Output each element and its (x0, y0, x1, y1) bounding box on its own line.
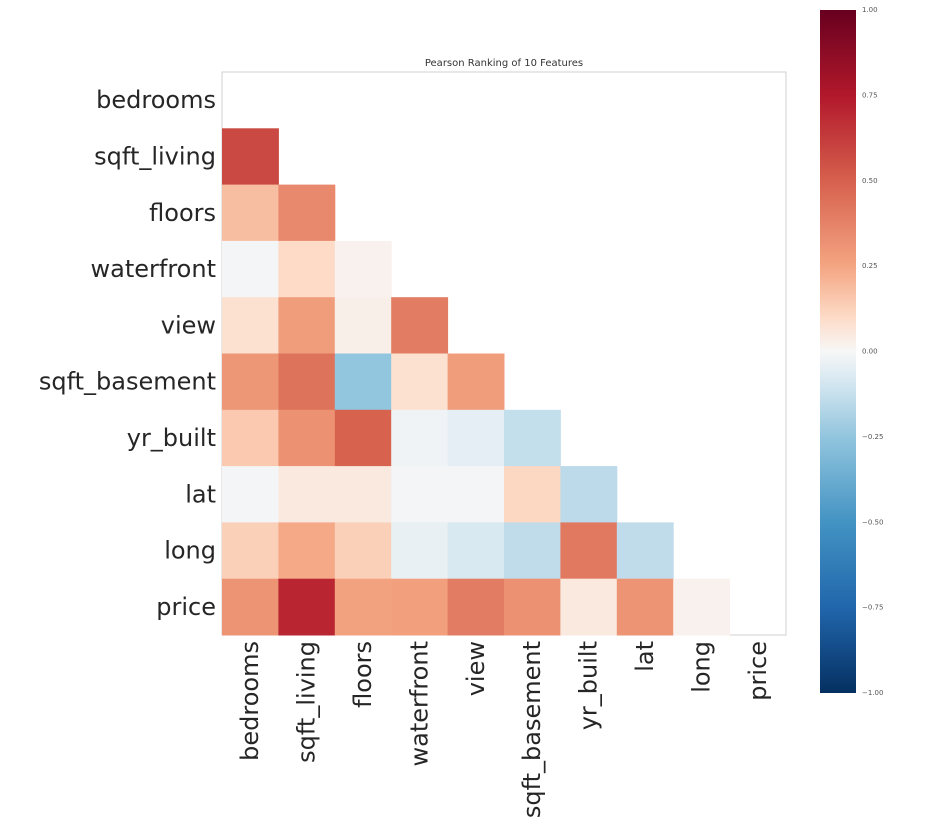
colorbar-tick-label: −0.75 (862, 604, 883, 612)
column-label-lat: lat (631, 641, 659, 672)
column-label-sqft_basement: sqft_basement (518, 641, 546, 818)
column-label-price: price (744, 641, 772, 701)
heatmap-cell-lat-sqft_living (278, 466, 336, 523)
heatmap-cell-yr_built-view (447, 409, 505, 467)
heatmap-cell-waterfront-sqft_living (278, 240, 336, 298)
heatmap-cell-lat-sqft_basement (504, 466, 561, 523)
heatmap-cell-price-waterfront (391, 578, 449, 636)
heatmap-cell-yr_built-floors (334, 409, 392, 467)
row-label-bedrooms: bedrooms (96, 86, 216, 114)
heatmap-cell-yr_built-bedrooms (222, 409, 279, 467)
heatmap-cell-view-sqft_living (278, 297, 336, 354)
row-label-yr_built: yr_built (127, 424, 216, 452)
heatmap-cell-floors-bedrooms (222, 184, 279, 242)
heatmap-cell-lat-floors (334, 466, 392, 523)
heatmap-cell-view-floors (334, 297, 392, 354)
colorbar-tick-label: −0.50 (862, 518, 883, 526)
heatmap-cell-price-view (447, 578, 505, 636)
heatmap-cell-price-yr_built (560, 578, 618, 636)
heatmap-cell-sqft_basement-waterfront (391, 353, 449, 411)
colorbar-tick-label: 0.75 (862, 91, 878, 99)
heatmap-cell-price-sqft_living (278, 578, 336, 636)
heatmap-cell-long-lat (616, 522, 674, 580)
column-label-view: view (462, 641, 490, 696)
heatmap-cell-view-waterfront (391, 297, 449, 354)
heatmap-cell-sqft_basement-view (447, 353, 505, 411)
heatmap-cell-price-bedrooms (222, 578, 279, 636)
heatmap-cell-sqft_basement-floors (334, 353, 392, 411)
heatmap-cells (222, 128, 731, 636)
heatmap-cell-sqft_basement-sqft_living (278, 353, 336, 411)
colorbar-tick-label: 0.50 (862, 177, 878, 185)
colorbar-tick-label: −1.00 (862, 689, 883, 697)
row-label-long: long (164, 537, 216, 565)
colorbar-ticks: 1.00 0.75 0.50 0.25 0.00 −0.25 −0.50 −0.75 −1.00 (862, 6, 883, 697)
heatmap-cell-price-long (673, 578, 731, 636)
column-label-bedrooms: bedrooms (236, 641, 264, 761)
heatmap-cell-lat-bedrooms (222, 466, 279, 523)
row-label-waterfront: waterfront (91, 255, 216, 283)
row-label-price: price (156, 593, 216, 621)
heatmap-cell-floors-sqft_living (278, 184, 336, 242)
row-label-view: view (161, 311, 216, 339)
column-label-floors: floors (349, 641, 377, 708)
heatmap-cell-view-bedrooms (222, 297, 279, 354)
colorbar (820, 10, 856, 693)
colorbar-tick-label: −0.25 (862, 433, 883, 441)
column-labels: bedrooms sqft_living floors waterfront view s… (236, 641, 772, 818)
column-label-long: long (687, 641, 715, 693)
column-label-yr_built: yr_built (575, 641, 603, 730)
heatmap-cell-long-sqft_living (278, 522, 336, 580)
colorbar-tick-label: 1.00 (862, 6, 878, 14)
heatmap-cell-long-sqft_basement (504, 522, 561, 580)
heatmap-cell-yr_built-waterfront (391, 409, 449, 467)
heatmap-cell-long-yr_built (560, 522, 618, 580)
column-label-sqft_living: sqft_living (293, 641, 321, 763)
colorbar-tick-label: 0.00 (862, 348, 878, 356)
heatmap-cell-waterfront-bedrooms (222, 240, 279, 298)
heatmap-cell-yr_built-sqft_living (278, 409, 336, 467)
heatmap-cell-long-floors (334, 522, 392, 580)
heatmap-cell-price-floors (334, 578, 392, 636)
heatmap-cell-price-lat (616, 578, 674, 636)
heatmap-cell-waterfront-floors (334, 240, 392, 298)
row-label-lat: lat (185, 480, 216, 508)
heatmap-cell-lat-view (447, 466, 505, 523)
heatmap-cell-price-sqft_basement (504, 578, 561, 636)
heatmap-cell-long-waterfront (391, 522, 449, 580)
heatmap-cell-lat-waterfront (391, 466, 449, 523)
heatmap-cell-long-bedrooms (222, 522, 279, 580)
row-label-floors: floors (149, 199, 216, 227)
heatmap-cell-sqft_living-bedrooms (222, 128, 279, 186)
chart-title: Pearson Ranking of 10 Features (425, 58, 583, 69)
heatmap-cell-lat-yr_built (560, 466, 618, 523)
colorbar-tick-label: 0.25 (862, 262, 878, 270)
row-label-sqft_basement: sqft_basement (39, 368, 216, 396)
heatmap-cell-long-view (447, 522, 505, 580)
row-label-sqft_living: sqft_living (94, 142, 216, 170)
heatmap-cell-sqft_basement-bedrooms (222, 353, 279, 411)
heatmap-cell-yr_built-sqft_basement (504, 409, 561, 467)
column-label-waterfront: waterfront (405, 641, 433, 766)
